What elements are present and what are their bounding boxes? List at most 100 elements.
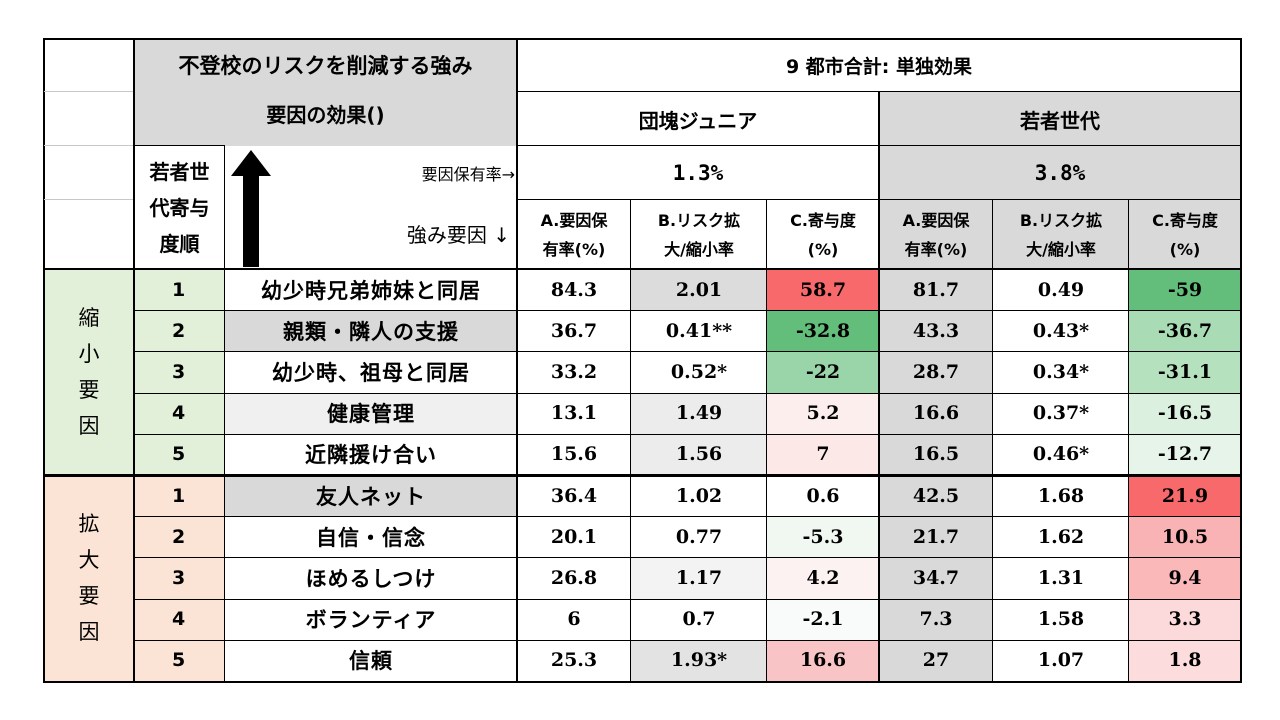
sub-header-line: 有率(%) (542, 239, 606, 259)
factor-cell: 自信・信念 (225, 516, 517, 558)
group-label-char: 縮 (78, 306, 100, 330)
page-subtitle: 要因の効果() (266, 103, 385, 127)
sub-header-line: C.寄与度 (790, 210, 856, 230)
value-cell-b1: 1.17 (631, 557, 767, 599)
value-cell-c1: -32.8 (767, 310, 879, 352)
value-cell-a2: 16.6 (879, 392, 993, 434)
group-title: 9 都市合計: 単独効果 (517, 39, 1241, 92)
value-cell-a2: 16.5 (879, 433, 993, 475)
sub-header-b1: B.リスク拡 大/縮小率 (631, 200, 767, 269)
value-cell-b2: 1.68 (993, 475, 1129, 517)
sub-header-line: 大/縮小率 (664, 239, 734, 259)
value-cell-c2: -12.7 (1129, 433, 1241, 475)
group-label: 拡大要因 (44, 475, 134, 681)
value-cell-a2: 34.7 (879, 557, 993, 599)
value-cell-b1: 0.7 (631, 598, 767, 640)
rank-cell: 1 (134, 475, 225, 517)
blank-line (44, 145, 134, 146)
group-label-char: 大 (78, 548, 100, 572)
sub-header-line: 大/縮小率 (1026, 239, 1096, 259)
rank-cell: 1 (134, 269, 225, 311)
sub-header-line: (%) (1169, 239, 1201, 259)
header-line (134, 145, 225, 146)
value-cell-c1: 7 (767, 433, 879, 475)
row-line (134, 516, 1241, 518)
value-cell-b1: 1.49 (631, 392, 767, 434)
sub-header-line: B.リスク拡 (657, 210, 741, 230)
value-cell-a2: 7.3 (879, 598, 993, 640)
value-cell-c2: -16.5 (1129, 392, 1241, 434)
row-line (134, 433, 1241, 435)
group-label-char: 因 (78, 620, 100, 644)
group-label-char: 要 (78, 584, 100, 608)
value-cell-a1: 33.2 (517, 351, 631, 393)
col-line (630, 199, 631, 681)
value-cell-a1: 84.3 (517, 269, 631, 311)
page-title: 不登校のリスクを削減する強み (178, 54, 473, 78)
table-border-top (44, 38, 1242, 40)
factor-label: 強み要因 ↓ (406, 222, 510, 247)
header-bottom-line (44, 268, 1242, 270)
row-line (134, 392, 1241, 394)
factor-cell: 健康管理 (225, 392, 517, 434)
sub-header-b2: B.リスク拡 大/縮小率 (993, 200, 1129, 269)
value-cell-c2: 3.3 (1129, 598, 1241, 640)
sub-header-line: A.要因保 (902, 210, 970, 230)
value-cell-a1: 20.1 (517, 516, 631, 558)
value-cell-a1: 25.3 (517, 639, 631, 681)
row-line (134, 557, 1241, 559)
rank-cell: 5 (134, 433, 225, 475)
rank-label-line: 度順 (159, 231, 200, 256)
value-cell-a1: 36.4 (517, 475, 631, 517)
sub-header-c2: C.寄与度 (%) (1129, 200, 1241, 269)
value-cell-c2: -31.1 (1129, 351, 1241, 393)
value-cell-c1: 5.2 (767, 392, 879, 434)
factor-cell: 友人ネット (225, 475, 517, 517)
value-cell-b1: 1.56 (631, 433, 767, 475)
value-cell-a1: 26.8 (517, 557, 631, 599)
rank-cell: 3 (134, 557, 225, 599)
col-line (133, 38, 135, 681)
factor-cell: 幼少時兄弟姉妹と同居 (225, 269, 517, 311)
value-cell-b2: 0.43* (993, 310, 1129, 352)
value-cell-c1: -2.1 (767, 598, 879, 640)
up-arrow-icon (231, 150, 271, 267)
value-cell-b1: 0.41** (631, 310, 767, 352)
col-line (1128, 199, 1129, 681)
value-cell-b1: 1.93* (631, 639, 767, 681)
sub-header-line: C.寄与度 (1152, 210, 1218, 230)
value-cell-c1: -22 (767, 351, 879, 393)
table-border-bottom (44, 681, 1242, 683)
col-group-a: 団塊ジュニア (517, 92, 879, 146)
group-label-char: 小 (78, 342, 100, 366)
value-cell-b2: 1.31 (993, 557, 1129, 599)
value-cell-c2: -36.7 (1129, 310, 1241, 352)
value-cell-c1: 0.6 (767, 475, 879, 517)
rank-cell: 2 (134, 516, 225, 558)
value-cell-b1: 1.02 (631, 475, 767, 517)
rate-a: 1.3% (517, 146, 879, 200)
header-title-block: 不登校のリスクを削減する強み 要因の効果() (134, 39, 517, 146)
sub-header-a2: A.要因保 有率(%) (879, 200, 993, 269)
col-group-b: 若者世代 (879, 92, 1241, 146)
value-cell-b2: 1.58 (993, 598, 1129, 640)
row-line (134, 351, 1241, 353)
rank-cell: 5 (134, 639, 225, 681)
rank-cell: 4 (134, 392, 225, 434)
value-cell-a2: 21.7 (879, 516, 993, 558)
sub-header-line: A.要因保 (540, 210, 608, 230)
group-label-char: 因 (78, 414, 100, 438)
table-border-right (1240, 38, 1242, 683)
col-line (992, 199, 993, 681)
value-cell-c2: 9.4 (1129, 557, 1241, 599)
value-cell-a2: 81.7 (879, 269, 993, 311)
col-line (766, 199, 767, 681)
group-separator-line (44, 474, 1242, 477)
blank-corner (44, 39, 134, 269)
value-cell-a1: 36.7 (517, 310, 631, 352)
rank-column-label: 若者世 代寄与 度順 (134, 146, 225, 269)
rate-label: 要因保有率→ (421, 165, 515, 184)
factor-cell: 幼少時、祖母と同居 (225, 351, 517, 393)
value-cell-c1: 16.6 (767, 639, 879, 681)
rank-cell: 2 (134, 310, 225, 352)
